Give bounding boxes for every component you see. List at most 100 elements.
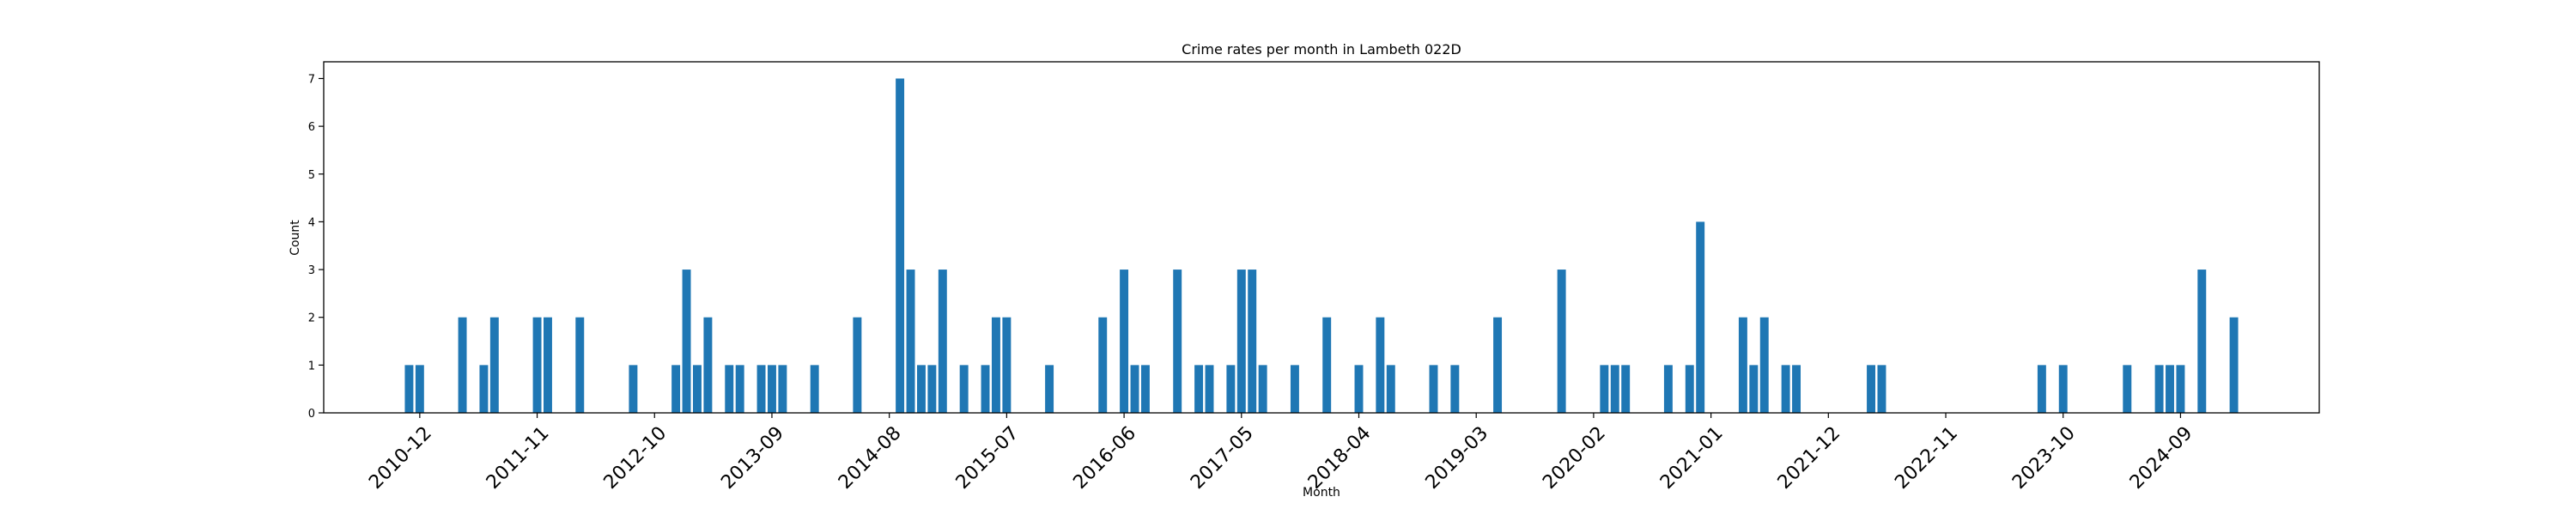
bar-2013-08 [756,365,766,413]
bar-2013-03 [703,317,713,413]
bar-2013-09 [768,365,776,413]
bar-2010-11 [404,365,414,413]
x-tick-label: 2023-10 [2008,422,2080,494]
bar-2022-05 [1877,365,1886,413]
bar-2021-09 [1792,365,1801,413]
bar-2023-10 [2058,365,2068,413]
bar-2017-01 [1194,365,1204,413]
bar-2024-08 [2166,365,2174,413]
x-tick-label: 2015-07 [952,422,1024,494]
x-tick-label: 2012-10 [600,422,671,494]
bar-2011-11 [532,317,542,413]
bar-2021-06 [1759,317,1769,413]
y-axis-label: Count [289,220,302,256]
bar-2017-04 [1226,365,1236,413]
bar-2020-11 [1685,365,1694,413]
y-tick-label: 1 [308,360,315,373]
bar-2016-07 [1130,365,1139,413]
bar-2017-07 [1258,365,1267,413]
bar-2024-11 [2197,270,2207,413]
x-tick-label: 2021-01 [1656,422,1728,494]
x-tick-label: 2022-11 [1891,422,1962,494]
bar-2015-06 [991,317,1000,413]
x-tick-label: 2020-02 [1539,422,1610,494]
bar-2010-12 [415,365,424,413]
bar-2018-07 [1386,365,1395,413]
bar-2024-09 [2176,365,2185,413]
bar-2013-06 [735,365,744,413]
y-tick-label: 3 [308,264,315,277]
bar-2013-10 [778,365,787,413]
bar-2014-09 [896,78,905,413]
bar-2017-05 [1236,270,1246,413]
bar-2017-02 [1205,365,1214,413]
bar-2014-05 [853,317,862,413]
x-tick-label: 2024-09 [2126,422,2197,494]
bar-2015-01 [938,270,947,413]
bar-2024-04 [2123,365,2132,413]
bar-2015-11 [1045,365,1054,413]
bar-2018-11 [1429,365,1438,413]
bar-2013-02 [693,365,702,413]
bars-group [404,78,2239,413]
bar-2014-12 [927,365,937,413]
bar-2020-09 [1663,365,1673,413]
x-tick-label: 2018-04 [1304,422,1376,494]
bar-2017-06 [1248,270,1257,413]
y-tick-label: 6 [308,121,315,134]
bar-2013-05 [725,365,734,413]
bar-2011-07 [489,317,499,413]
bar-2016-11 [1173,270,1182,413]
bar-2021-05 [1749,365,1759,413]
bar-2013-01 [682,270,691,413]
x-tick-label: 2021-12 [1774,422,1845,494]
bar-2021-04 [1738,317,1747,413]
bar-2016-04 [1098,317,1108,413]
bar-2015-05 [981,365,990,413]
x-tick-label: 2017-05 [1187,422,1258,494]
y-tick-label: 4 [308,216,315,229]
bar-2021-08 [1781,365,1790,413]
y-axis: 0 1 2 3 4 5 6 7 [308,73,324,421]
chart-title: Crime rates per month in Lambeth 022D [1182,41,1461,58]
bar-2018-06 [1376,317,1385,413]
plot-frame [323,61,2320,414]
x-axis-label: Month [1303,486,1340,500]
bar-2014-01 [810,365,819,413]
bar-2014-10 [906,270,915,413]
bar-2019-01 [1450,365,1460,413]
bar-2017-10 [1290,365,1299,413]
y-tick-label: 5 [308,169,315,182]
bar-2019-11 [1557,270,1566,413]
bar-2011-06 [479,365,489,413]
y-tick-label: 7 [308,73,315,86]
x-tick-label: 2019-03 [1422,422,1493,494]
bar-2018-04 [1354,365,1364,413]
bar-2020-12 [1696,221,1705,413]
bar-2019-05 [1493,317,1503,413]
bar-2022-04 [1867,365,1875,413]
y-tick-label: 0 [308,408,315,421]
bar-2014-11 [916,365,926,413]
y-tick-label: 2 [308,312,315,325]
x-tick-label: 2011-11 [483,422,554,494]
bar-2012-03 [575,317,585,413]
bar-2020-05 [1621,365,1631,413]
bar-2023-08 [2037,365,2046,413]
bar-2015-03 [959,365,969,413]
bar-2020-03 [1600,365,1609,413]
x-tick-label: 2016-06 [1069,422,1140,494]
bar-2011-12 [544,317,552,413]
bar-2012-08 [629,365,638,413]
bar-2018-01 [1322,317,1332,413]
bar-2020-04 [1610,365,1619,413]
bar-2012-12 [671,365,681,413]
bar-2025-02 [2229,317,2239,413]
x-tick-label: 2014-08 [835,422,906,494]
bar-2015-07 [1002,317,1012,413]
x-tick-label: 2013-09 [717,422,788,494]
x-tick-label: 2010-12 [365,422,436,494]
bar-2024-07 [2154,365,2164,413]
bar-2016-06 [1120,270,1129,413]
